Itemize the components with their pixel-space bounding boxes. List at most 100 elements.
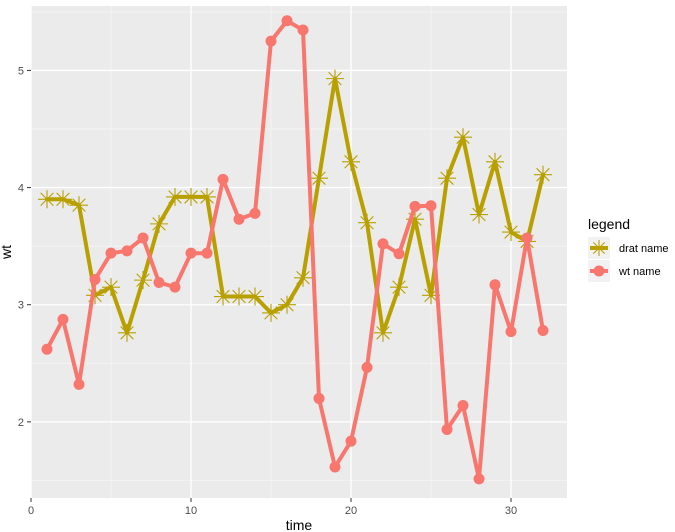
legend: legend drat name wt name xyxy=(588,216,669,282)
x-tick-label: 30 xyxy=(505,505,517,517)
asterisk-stroke xyxy=(456,130,470,144)
data-point-drat-name xyxy=(214,287,232,306)
data-point-drat-name xyxy=(486,152,504,171)
asterisk-stroke xyxy=(344,155,358,169)
data-point-wt-name xyxy=(89,274,101,286)
asterisk-stroke xyxy=(232,289,246,304)
data-point-drat-name xyxy=(150,214,168,233)
data-point-drat-name xyxy=(134,271,152,290)
legend-item-drat-name: drat name xyxy=(588,237,669,259)
asterisk-stroke xyxy=(56,192,70,207)
data-point-drat-name xyxy=(454,128,472,147)
x-axis: 0 10 20 30 xyxy=(28,498,517,517)
data-point-drat-name xyxy=(54,190,72,209)
asterisk-stroke xyxy=(248,289,262,304)
data-point-drat-name xyxy=(246,287,264,306)
asterisk-stroke xyxy=(200,190,214,204)
y-axis: 2 3 4 5 xyxy=(18,65,31,429)
data-point-drat-name xyxy=(342,152,360,171)
y-tick-label: 5 xyxy=(18,65,24,77)
data-point-drat-name xyxy=(294,268,312,287)
data-point-drat-name xyxy=(38,190,56,209)
legend-items: drat name wt name xyxy=(588,237,669,282)
series-line-drat-name xyxy=(45,76,545,335)
asterisk-stroke xyxy=(216,289,230,304)
data-point-drat-name xyxy=(198,187,216,206)
asterisk-stroke xyxy=(328,71,342,86)
legend-title: legend xyxy=(588,216,630,232)
data-point-drat-name xyxy=(310,169,328,188)
legend-label-drat-name: drat name xyxy=(619,243,669,255)
data-point-drat-name xyxy=(374,323,392,342)
data-point-wt-name xyxy=(425,200,437,212)
asterisk-stroke xyxy=(504,225,518,239)
asterisk-stroke xyxy=(376,326,390,340)
asterisk-stroke xyxy=(592,241,606,255)
legend-label-wt-name: wt name xyxy=(618,266,661,278)
data-point-wt-name xyxy=(377,238,389,250)
data-point-wt-name xyxy=(329,461,341,473)
asterisk-stroke xyxy=(440,171,454,185)
data-point-wt-name xyxy=(169,281,181,293)
asterisk-stroke xyxy=(296,271,310,285)
data-point-wt-name xyxy=(217,173,229,185)
data-point-drat-name xyxy=(166,187,184,206)
asterisk-stroke xyxy=(536,167,550,182)
x-tick-label: 0 xyxy=(28,505,34,517)
asterisk-stroke xyxy=(392,280,406,294)
data-point-wt-name xyxy=(57,313,69,325)
data-point-wt-name xyxy=(233,213,245,225)
data-point-wt-name xyxy=(153,276,165,288)
data-point-wt-name xyxy=(393,248,405,260)
y-axis-title: wt xyxy=(0,245,14,260)
legend-key-marker xyxy=(591,240,607,256)
asterisk-stroke xyxy=(104,280,118,294)
x-tick-label: 20 xyxy=(345,505,357,517)
data-point-drat-name xyxy=(534,165,552,184)
data-point-wt-name xyxy=(281,15,293,27)
data-point-drat-name xyxy=(438,169,456,188)
data-point-wt-name xyxy=(297,24,309,36)
data-point-wt-name xyxy=(345,435,357,447)
data-point-wt-name xyxy=(121,245,133,257)
data-point-wt-name xyxy=(41,343,53,355)
data-point-wt-name xyxy=(489,279,501,291)
data-point-wt-name xyxy=(265,35,277,47)
asterisk-stroke xyxy=(120,326,134,340)
data-point-wt-name xyxy=(521,232,533,244)
asterisk-stroke xyxy=(168,190,182,204)
asterisk-stroke xyxy=(280,297,294,312)
asterisk-stroke xyxy=(184,190,198,204)
asterisk-stroke xyxy=(264,306,278,320)
legend-key-marker xyxy=(593,265,605,277)
data-point-wt-name xyxy=(473,473,485,485)
data-point-wt-name xyxy=(313,392,325,404)
data-point-wt-name xyxy=(505,326,517,338)
data-point-wt-name xyxy=(409,200,421,212)
y-tick-label: 4 xyxy=(18,183,24,195)
asterisk-stroke xyxy=(312,171,326,185)
data-point-drat-name xyxy=(230,287,248,306)
data-point-wt-name xyxy=(249,207,261,219)
legend-item-wt-name: wt name xyxy=(588,260,661,282)
y-tick-label: 2 xyxy=(18,417,24,429)
data-point-drat-name xyxy=(70,196,88,215)
series-layer xyxy=(38,15,552,485)
data-point-wt-name xyxy=(137,232,149,244)
data-point-drat-name xyxy=(86,286,104,305)
asterisk-stroke xyxy=(488,155,502,169)
asterisk-stroke xyxy=(136,273,150,287)
data-point-drat-name xyxy=(358,213,376,232)
x-tick-label: 10 xyxy=(185,505,197,517)
data-point-wt-name xyxy=(185,247,197,259)
data-point-drat-name xyxy=(102,278,120,297)
data-point-drat-name xyxy=(390,278,408,297)
x-axis-title: time xyxy=(286,517,313,532)
data-point-wt-name xyxy=(441,423,453,435)
data-point-wt-name xyxy=(105,247,117,259)
data-point-wt-name xyxy=(201,247,213,259)
data-point-wt-name xyxy=(73,378,85,390)
asterisk-stroke xyxy=(72,198,86,212)
data-point-wt-name xyxy=(457,399,469,411)
